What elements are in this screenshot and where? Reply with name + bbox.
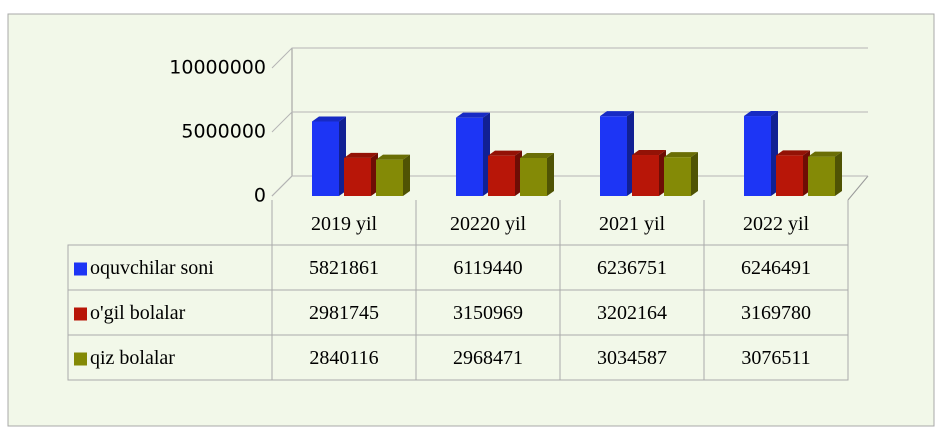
bar-top [776, 150, 810, 156]
chart-background [7, 13, 935, 427]
bar-front [744, 116, 771, 196]
x-tick-label: 2021 yil [599, 213, 666, 235]
bar [776, 150, 810, 196]
table-value: 6236751 [597, 257, 667, 279]
bar-top [344, 152, 378, 158]
y-tick-label: 0 [254, 185, 266, 207]
table-value: 2981745 [309, 302, 379, 324]
legend-label: oquvchilar soni [90, 257, 214, 279]
bar [376, 154, 410, 196]
bar-top [600, 111, 634, 117]
table-value: 2840116 [309, 347, 378, 369]
bar-front [776, 155, 803, 196]
table-value: 5821861 [309, 257, 379, 279]
bar-front [664, 157, 691, 196]
bar-side [691, 152, 698, 196]
bar-side [547, 153, 554, 196]
legend-swatch [74, 307, 87, 321]
bar [632, 150, 666, 196]
bar [520, 153, 554, 196]
bar-top [664, 152, 698, 158]
bar-top [376, 154, 410, 160]
table-value: 2968471 [453, 347, 523, 369]
table-value: 3150969 [453, 302, 523, 324]
bar [488, 150, 522, 196]
bar-front [488, 155, 515, 196]
floor-edge [847, 175, 869, 201]
table-value: 6119440 [453, 257, 522, 279]
legend-label: qiz bolalar [90, 347, 175, 369]
bar [312, 116, 346, 196]
bar-front [632, 155, 659, 196]
bar-front [808, 156, 835, 196]
bar-side [835, 151, 842, 196]
bar-top [488, 150, 522, 156]
legend-swatch [74, 262, 87, 276]
bar-top [744, 111, 778, 117]
bar-front [376, 159, 403, 196]
table-value: 3202164 [597, 302, 667, 324]
bar-top [312, 116, 346, 122]
legend-label: o'gil bolalar [90, 302, 186, 324]
grid-line [271, 111, 868, 133]
table-value: 3034587 [597, 347, 667, 369]
table-value: 3076511 [741, 347, 810, 369]
y-tick-label: 5000000 [181, 121, 266, 143]
bar [664, 152, 698, 196]
bar [344, 152, 378, 196]
bar-front [600, 116, 627, 196]
bar [808, 151, 842, 196]
table-value: 3169780 [741, 302, 811, 324]
bar-front [520, 158, 547, 196]
bar-side [403, 154, 410, 196]
bar [456, 112, 490, 196]
x-tick-label: 2019 yil [311, 213, 378, 235]
x-tick-label: 20220 yil [450, 213, 527, 235]
table-value: 6246491 [741, 257, 811, 279]
x-tick-label: 2022 yil [743, 213, 810, 235]
bar-top [632, 150, 666, 156]
bar-top [808, 151, 842, 157]
y-tick-label: 10000000 [169, 57, 266, 79]
legend-swatch [74, 352, 87, 366]
bar-front [344, 157, 371, 196]
bar [744, 111, 778, 196]
bar-front [456, 117, 483, 196]
bar-top [456, 112, 490, 118]
grid-line [271, 47, 868, 69]
bar [600, 111, 634, 196]
bar-top [520, 153, 554, 159]
bar-front [312, 121, 339, 196]
